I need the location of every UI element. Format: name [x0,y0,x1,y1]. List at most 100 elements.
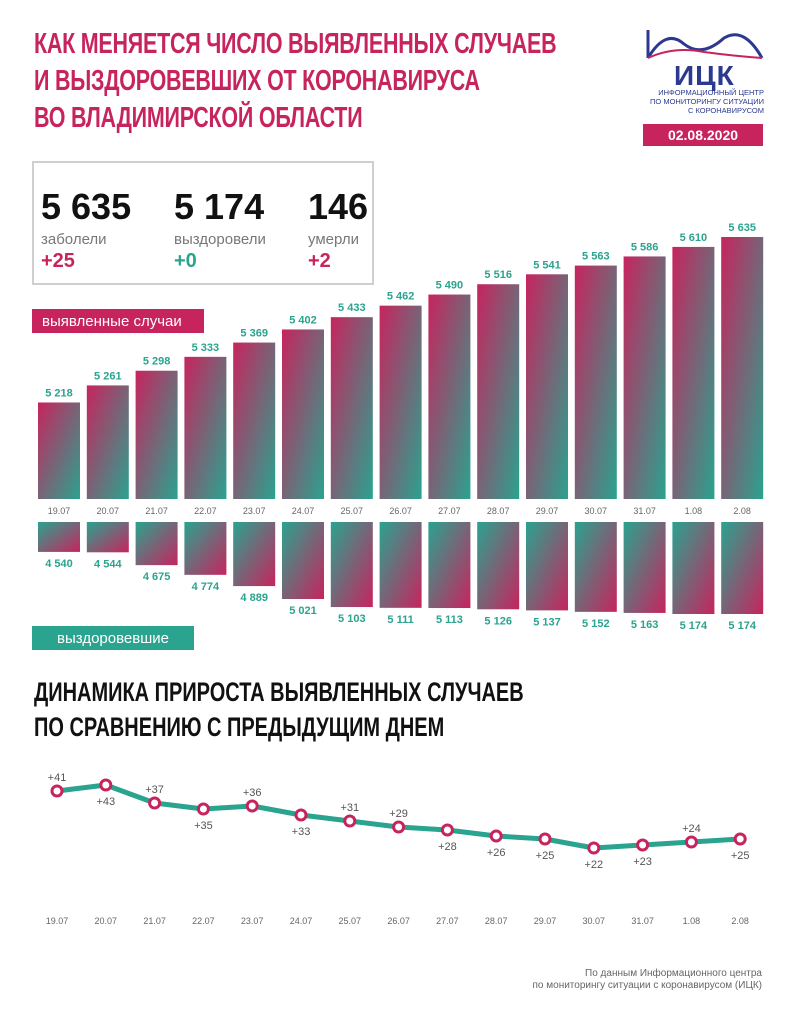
logo: ИЦК ИНФОРМАЦИОННЫЙ ЦЕНТР ПО МОНИТОРИНГУ … [644,26,764,115]
growth-value-label: +24 [682,823,701,835]
footer-line-1: По данным Информационного центра [585,968,762,979]
growth-title-line-1: ДИНАМИКА ПРИРОСТА ВЫЯВЛЕННЫХ СЛУЧАЕВ [34,677,524,707]
date-tick-label: 29.07 [536,506,559,516]
recovered-value-label: 5 174 [728,620,756,632]
footer-line-2: по мониторингу ситуации с коронавирусом … [532,980,763,991]
date-tick-label: 1.08 [685,506,703,516]
growth-point [245,799,259,813]
logo-wave-icon [646,30,764,59]
growth-point [538,832,552,846]
recovered-bar [623,522,666,613]
source-footer: По данным Информационного центра по мони… [533,968,763,992]
date-tick-label: 2.08 [733,506,751,516]
date-tick-label: 19.07 [48,506,71,516]
growth-date-label: 24.07 [290,916,313,926]
date-tick-label: 31.07 [633,506,656,516]
growth-value-label: +35 [194,820,213,832]
cases-value-label: 5 218 [45,387,73,399]
cases-bar [135,370,178,499]
cases-value-label: 5 333 [192,342,220,354]
growth-point [50,784,64,798]
logo-subtitle: ИНФОРМАЦИОННЫЙ ЦЕНТР ПО МОНИТОРИНГУ СИТУ… [650,88,764,115]
growth-value-label: +37 [145,784,164,796]
growth-point [294,808,308,822]
deaths-value: 146 [308,186,369,227]
recovered-value-label: 5 163 [631,619,659,631]
title-line-2: И ВЫЗДОРОВЕВШИХ ОТ КОРОНАВИРУСА [34,65,480,97]
growth-date-label: 28.07 [485,916,508,926]
growth-value-label: +26 [487,847,506,859]
growth-point [636,838,650,852]
cases-value-label: 5 563 [582,251,610,263]
recovered-value: 5 174 [174,186,265,227]
cases-bar [38,402,80,499]
growth-point [148,796,162,810]
cases-value-label: 5 298 [143,356,171,368]
growth-value-label: +43 [96,796,115,808]
stat-deaths: 146 умерли +2 [308,187,368,273]
recovered-value-label: 5 152 [582,618,610,630]
recovered-value-label: 4 540 [45,558,73,570]
cases-bar [623,256,666,499]
date-tick-label: 23.07 [243,506,266,516]
recovered-bar [526,522,568,611]
growth-date-label: 30.07 [583,916,606,926]
cases-value-label: 5 490 [436,280,464,292]
growth-point [392,820,406,834]
cases-value-label: 5 433 [338,302,366,314]
growth-date-label: 2.08 [731,916,749,926]
title-line-3: ВО ВЛАДИМИРСКОЙ ОБЛАСТИ [34,102,363,134]
date-tick-label: 24.07 [292,506,315,516]
cases-series-badge: выявленные случаи [32,309,204,333]
recovered-value-label: 5 021 [289,605,317,617]
recovered-bar [477,522,520,610]
recovered-bar [86,522,129,553]
date-tick-label: 28.07 [487,506,510,516]
cases-bar [184,356,227,499]
cases-bar [428,294,471,499]
recovered-series-badge: выздоровевшие [32,626,194,650]
recovered-value-label: 5 113 [436,614,463,626]
stat-recovered: 5 174 выздоровели +0 [174,187,266,273]
growth-chart-title: ДИНАМИКА ПРИРОСТА ВЫЯВЛЕННЫХ СЛУЧАЕВ ПО … [34,675,524,745]
cases-bar [721,237,764,499]
growth-date-label: 25.07 [339,916,362,926]
date-badge: 02.08.2020 [643,124,763,146]
growth-date-label: 22.07 [192,916,215,926]
cases-bar [574,265,617,499]
cases-bar [672,246,715,499]
date-tick-label: 21.07 [145,506,168,516]
cases-value-label: 5 516 [484,269,512,281]
growth-point [684,835,698,849]
cases-bar [233,342,276,499]
cases-bar [282,329,324,499]
recovered-bar [184,522,227,575]
cases-value-label: 5 402 [289,314,317,326]
recovered-value-label: 5 174 [680,620,708,632]
recovered-value-label: 5 103 [338,613,366,625]
growth-point [733,832,747,846]
recovered-bar [330,522,373,608]
growth-date-label: 27.07 [436,916,459,926]
recovered-bar [233,522,276,587]
growth-value-label: +28 [438,841,457,853]
date-tick-label: 25.07 [341,506,364,516]
growth-value-label: +29 [389,808,408,820]
stat-cases: 5 635 заболели +25 [41,187,131,273]
recovered-bar [574,522,617,612]
recovered-bar [282,522,324,600]
recovered-bar [672,522,715,614]
growth-date-label: 1.08 [683,916,701,926]
growth-date-label: 20.07 [95,916,118,926]
cases-value-label: 5 462 [387,291,415,303]
recovered-bar [379,522,422,608]
date-tick-label: 30.07 [585,506,608,516]
cases-bar [379,305,422,499]
date-tick-label: 26.07 [389,506,412,516]
growth-value-label: +36 [243,787,262,799]
deaths-label: умерли [308,231,359,248]
growth-date-label: 31.07 [631,916,654,926]
growth-value-label: +25 [731,850,750,862]
recovered-value-label: 5 137 [533,616,561,628]
date-tick-label: 22.07 [194,506,217,516]
